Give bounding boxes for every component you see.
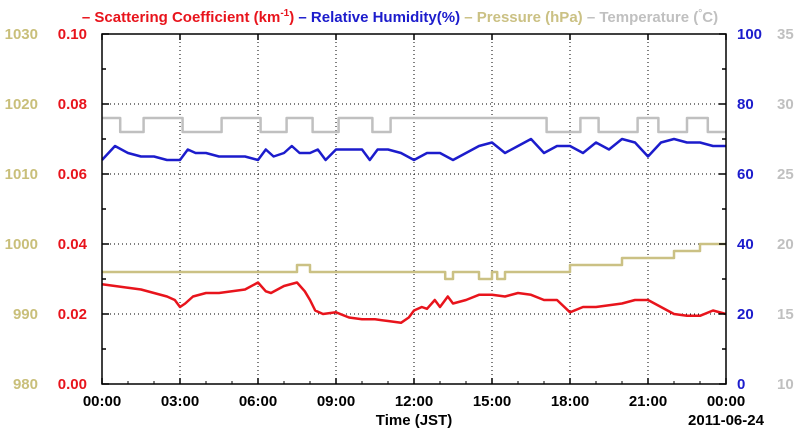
x-tick-label: 06:00 (239, 393, 277, 410)
pressure-tick-label: 1010 (5, 166, 38, 183)
scattering-tick-label: 0.06 (58, 166, 87, 183)
temperature-tick-label: 35 (777, 26, 794, 43)
legend-item: – Temperature ( (583, 9, 699, 26)
x-tick-label: 00:00 (83, 393, 121, 410)
pressure-tick-label: 990 (13, 306, 38, 323)
legend-item: – Pressure (hPa) (460, 9, 583, 26)
scattering-axis: 0.00 0.02 0.04 0.06 0.08 0.10 (58, 26, 109, 393)
pressure-tick-label: 1000 (5, 236, 38, 253)
pressure-tick-label: 980 (13, 376, 38, 393)
x-tick-label: 00:00 (707, 393, 745, 410)
humidity-tick-label: 80 (737, 96, 754, 113)
temperature-tick-label: 30 (777, 96, 794, 113)
legend-item: – Relative Humidity(%) (294, 9, 460, 26)
x-axis-label: Time (JST) (376, 412, 452, 429)
temperature-tick-label: 15 (777, 306, 794, 323)
humidity-tick-label: 100 (737, 26, 762, 43)
legend-tail: ) (289, 9, 294, 26)
temperature-tick-label: 10 (777, 376, 794, 393)
scattering-tick-label: 0.08 (58, 96, 87, 113)
legend-tail: C) (702, 9, 718, 26)
temperature-axis: 10 15 20 25 30 35 (777, 26, 794, 393)
x-tick-label: 09:00 (317, 393, 355, 410)
scattering-tick-label: 0.00 (58, 376, 87, 393)
scattering-tick-label: 0.02 (58, 306, 87, 323)
series-line-humidity (101, 137, 726, 162)
pressure-tick-label: 1030 (5, 26, 38, 43)
legend-item: – Scattering Coefficient (km (82, 9, 280, 26)
series-line-temperature (102, 116, 726, 134)
scattering-tick-label: 0.10 (58, 26, 87, 43)
date-label: 2011-06-24 (688, 412, 765, 429)
humidity-tick-label: 60 (737, 166, 754, 183)
x-tick-label: 15:00 (473, 393, 511, 410)
chart-legend: – Scattering Coefficient (km-1) – Relati… (82, 8, 718, 26)
x-axis: 00:00 03:00 06:00 09:00 12:00 15:00 18:00 21:00… (83, 34, 745, 410)
humidity-tick-label: 40 (737, 236, 754, 253)
legend-text: – Scattering Coefficient (km-1) – Relati… (82, 8, 718, 26)
pressure-tick-label: 1020 (5, 96, 38, 113)
pressure-axis: 980 990 1000 1010 1020 1030 (5, 26, 38, 393)
temperature-tick-label: 20 (777, 236, 794, 253)
legend-degree: ° (698, 8, 702, 19)
x-tick-label: 18:00 (551, 393, 589, 410)
chart-series (101, 116, 727, 325)
x-tick-label: 12:00 (395, 393, 433, 410)
humidity-tick-label: 0 (737, 376, 745, 393)
x-tick-label: 03:00 (161, 393, 199, 410)
temperature-tick-label: 25 (777, 166, 794, 183)
series-line-pressure (102, 242, 726, 281)
legend-superscript: -1 (280, 8, 289, 19)
x-tick-label: 21:00 (629, 393, 667, 410)
series-line-scattering (101, 281, 727, 325)
humidity-tick-label: 20 (737, 306, 754, 323)
chart-grid (102, 34, 726, 384)
scattering-tick-label: 0.04 (58, 236, 88, 253)
humidity-axis: 0 20 40 60 80 100 (719, 26, 762, 393)
